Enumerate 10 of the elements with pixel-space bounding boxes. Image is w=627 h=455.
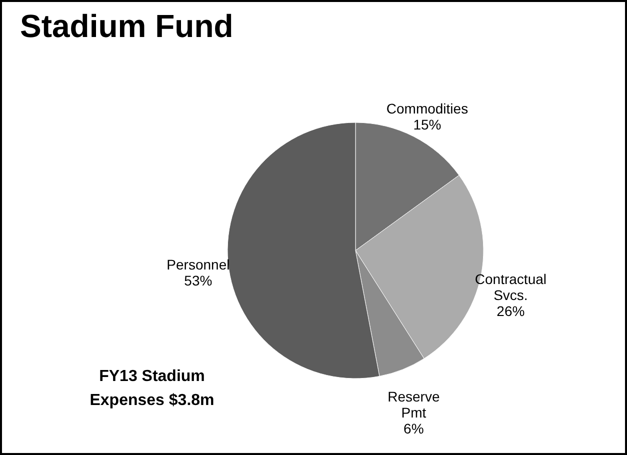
slice-label: Commodities xyxy=(386,100,468,117)
slice-label: Personnel xyxy=(166,256,230,272)
slice-label: Contractual Svcs. xyxy=(474,271,546,304)
data-label: 53% xyxy=(184,272,212,288)
chart-title: Stadium Fund xyxy=(20,8,234,44)
data-label: 15% xyxy=(413,116,442,133)
text: FY13 Stadium Expenses $3.8m xyxy=(90,368,214,409)
data-label: 6% xyxy=(404,420,424,436)
slice-label: Reserve Pmt xyxy=(388,388,440,420)
data-label: 26% xyxy=(496,303,525,320)
